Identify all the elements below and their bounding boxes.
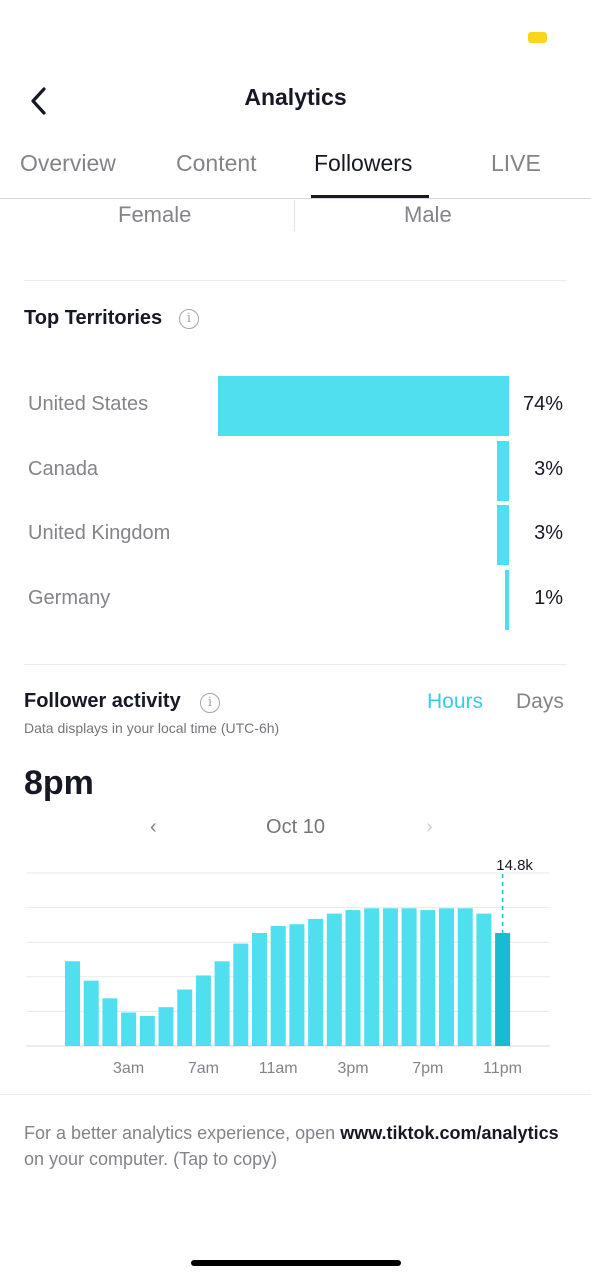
- chart-bar-6am: [177, 989, 193, 1046]
- chart-bar-1am: [83, 980, 99, 1046]
- chevron-right-icon[interactable]: ›: [426, 816, 433, 838]
- tab-overview[interactable]: Overview: [20, 150, 116, 176]
- territory-row: Germany 1%: [0, 570, 591, 630]
- territory-name: United States: [28, 393, 149, 415]
- gender-row: Female Male: [0, 200, 591, 232]
- chart-bar-4pm: [364, 908, 380, 1046]
- home-indicator[interactable]: [191, 1260, 401, 1266]
- chart-bar-10am: [252, 933, 267, 1046]
- date-label: Oct 10: [266, 816, 325, 838]
- territory-percent: 3%: [534, 522, 563, 544]
- footer-text-after: on your computer. (Tap to copy): [24, 1149, 278, 1169]
- chart-bar-12am: [65, 961, 80, 1046]
- chart-bar-3am: [121, 1012, 137, 1046]
- chart-bar-5am: [158, 1007, 174, 1046]
- chart-bar-4am: [139, 1015, 155, 1046]
- territory-percent: 3%: [534, 458, 563, 480]
- chart-bar-6pm: [401, 908, 417, 1046]
- gender-female-label: Female: [118, 202, 192, 227]
- chart-bar-3pm: [345, 910, 361, 1046]
- info-icon[interactable]: i: [200, 693, 220, 713]
- chart-bar-2am: [102, 998, 118, 1046]
- chart-bar-8am: [214, 961, 230, 1046]
- timezone-note: Data displays in your local time (UTC-6h…: [24, 720, 280, 736]
- page-title: Analytics: [244, 84, 347, 110]
- gender-male-label: Male: [404, 202, 452, 227]
- footer-text-before: For a better analytics experience, open: [24, 1123, 341, 1143]
- territory-name: Germany: [28, 587, 111, 609]
- territory-row: United Kingdom 3%: [0, 505, 591, 565]
- chart-bar-8pm: [439, 908, 454, 1046]
- territory-name: Canada: [28, 458, 99, 480]
- top-nav-bar: Analytics: [0, 70, 591, 130]
- chart-bar-11pm: [495, 933, 511, 1046]
- territory-row: United States 74%: [0, 376, 591, 436]
- x-tick-label: 3am: [113, 1060, 144, 1077]
- territory-row: Canada 3%: [0, 441, 591, 501]
- selected-time: 8pm: [24, 764, 94, 802]
- tab-live[interactable]: LIVE: [491, 150, 541, 176]
- tab-content[interactable]: Content: [176, 150, 257, 176]
- chart-bar-1pm: [308, 918, 324, 1046]
- active-tab-indicator: [311, 195, 429, 198]
- chart-bar-11am: [270, 925, 286, 1046]
- follower-activity-title: Follower activity: [24, 690, 181, 712]
- x-tick-label: 7am: [188, 1060, 219, 1077]
- territory-bar: [218, 376, 509, 436]
- chart-bar-9am: [233, 943, 249, 1046]
- chart-bar-12pm: [289, 924, 305, 1046]
- chart-bar-2pm: [326, 913, 342, 1046]
- territory-percent: 1%: [534, 587, 563, 609]
- section-divider: [24, 280, 567, 281]
- chart-bar-5pm: [382, 908, 398, 1046]
- chart-bar-9pm: [457, 908, 473, 1046]
- tab-bar: Overview Content Followers LIVE: [0, 140, 591, 199]
- chevron-left-icon[interactable]: ‹: [150, 816, 157, 838]
- highlight-value-label: 14.8k: [496, 857, 533, 874]
- footer-divider: [0, 1094, 591, 1095]
- follower-activity-chart[interactable]: 14.8k 3am 7am 11am 3pm 7pm 11pm: [0, 850, 591, 1090]
- status-indicator: [528, 32, 547, 43]
- analytics-link[interactable]: www.tiktok.com/analytics: [340, 1123, 559, 1143]
- chart-bar-7am: [195, 975, 211, 1046]
- chart-bar-7pm: [420, 910, 436, 1046]
- toggle-days[interactable]: Days: [516, 690, 564, 713]
- x-tick-label: 11am: [259, 1060, 298, 1077]
- territory-bar: [497, 441, 509, 501]
- back-button[interactable]: [24, 84, 56, 116]
- territory-bar: [497, 505, 509, 565]
- section-divider: [24, 664, 567, 665]
- tab-followers[interactable]: Followers: [314, 150, 413, 176]
- top-territories-title: Top Territories: [24, 307, 163, 329]
- footer-note: For a better analytics experience, open …: [24, 1120, 574, 1172]
- toggle-hours[interactable]: Hours: [427, 690, 484, 713]
- x-tick-label: 7pm: [412, 1060, 443, 1077]
- x-tick-label: 11pm: [483, 1060, 522, 1077]
- territory-bar: [505, 570, 509, 630]
- gender-divider: [294, 200, 295, 231]
- info-icon[interactable]: i: [179, 309, 199, 329]
- date-navigator: ‹ Oct 10 ›: [0, 814, 591, 844]
- territory-name: United Kingdom: [28, 522, 171, 544]
- chevron-left-icon: [31, 87, 46, 115]
- territory-percent: 74%: [522, 393, 563, 415]
- x-tick-label: 3pm: [337, 1060, 368, 1077]
- chart-bar-10pm: [476, 913, 492, 1046]
